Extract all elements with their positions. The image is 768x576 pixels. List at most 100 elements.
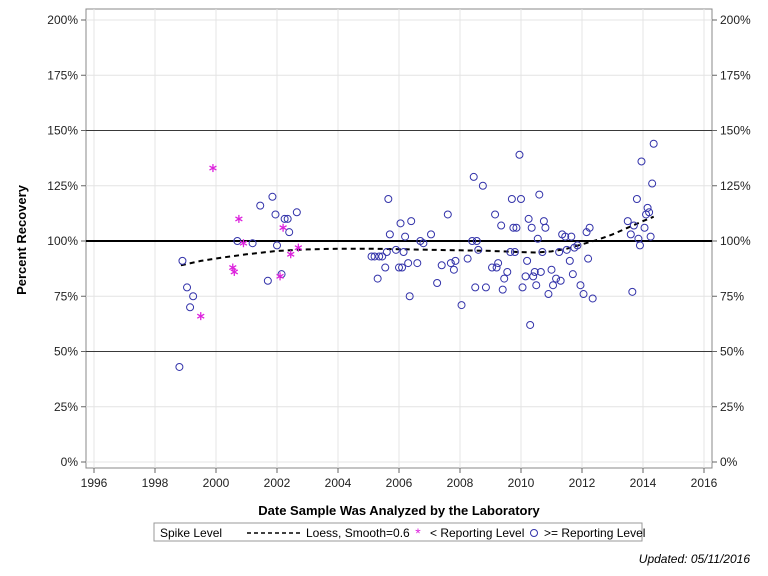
data-point-circle <box>584 254 593 263</box>
data-point-circle <box>491 210 500 219</box>
data-point-star <box>276 272 284 281</box>
data-point-circle <box>449 265 458 274</box>
data-point-circle <box>497 221 506 230</box>
data-point-circle <box>396 219 405 228</box>
data-point-circle <box>632 195 641 204</box>
data-point-circle <box>626 230 635 239</box>
y-tick-label-left: 200% <box>47 13 78 27</box>
star-stroke <box>209 165 217 171</box>
y-tick-label-right: 0% <box>720 455 738 469</box>
data-point-star <box>294 243 303 252</box>
data-point-circle <box>468 237 477 245</box>
data-point-circle <box>488 263 497 272</box>
data-point-circle <box>178 256 187 265</box>
x-tick-label: 2010 <box>508 476 535 490</box>
data-point-circle <box>547 265 556 274</box>
data-point-circle <box>579 290 588 299</box>
legend-entry-loess: Loess, Smooth=0.6 <box>306 526 410 540</box>
data-point-circle <box>375 252 384 261</box>
data-point-circle <box>443 210 452 219</box>
legend-circle-swatch <box>530 529 538 537</box>
data-point-circle <box>521 272 530 281</box>
data-point-circle <box>481 283 490 292</box>
data-point-circle <box>518 283 527 292</box>
x-tick-label: 2012 <box>569 476 596 490</box>
y-tick-label-left: 25% <box>54 400 78 414</box>
data-point-circle <box>648 179 657 188</box>
data-point-circle <box>509 223 518 232</box>
x-tick-label: 1998 <box>142 476 169 490</box>
loess-curve <box>180 215 655 267</box>
data-point-circle <box>404 259 413 268</box>
data-point-circle <box>407 217 416 226</box>
data-point-star <box>209 164 217 173</box>
data-point-circle <box>561 232 570 241</box>
legend-entry-below: < Reporting Level <box>430 526 524 540</box>
loess-line <box>180 215 655 267</box>
data-point-circle <box>640 223 649 232</box>
data-point-circle <box>463 254 472 263</box>
data-point-star <box>235 214 243 223</box>
data-point-circle <box>472 237 481 245</box>
data-point-circle <box>292 208 301 217</box>
data-point-circle <box>268 192 277 201</box>
y-tick-label-right: 175% <box>720 68 751 82</box>
star-stroke <box>196 313 205 319</box>
x-axis: 1996 1998 2000 2002 2004 2006 2008 2010 2012 2014… <box>81 468 718 490</box>
data-point-circle <box>637 157 646 166</box>
x-tick-label: 2016 <box>691 476 718 490</box>
y-tick-label-left: 175% <box>47 68 78 82</box>
data-point-circle <box>398 263 407 272</box>
data-point-circle <box>567 232 576 241</box>
star-stroke <box>276 273 284 279</box>
data-point-star <box>230 267 239 276</box>
data-point-circle <box>370 252 379 261</box>
data-point-circle <box>433 278 442 287</box>
x-tick-label: 2000 <box>203 476 230 490</box>
data-point-circle <box>544 290 553 299</box>
y-tick-label-right: 150% <box>720 124 751 138</box>
y-tick-label-right: 125% <box>720 179 751 193</box>
data-point-circle <box>474 245 483 254</box>
data-point-circle <box>175 362 184 371</box>
data-point-circle <box>585 223 594 232</box>
data-point-circle <box>385 230 394 239</box>
y-tick-label-left: 100% <box>47 234 78 248</box>
data-point-circle <box>549 281 558 290</box>
data-point-circle <box>503 267 512 276</box>
star-stroke <box>235 216 243 222</box>
star-stroke <box>279 225 287 231</box>
data-point-circle <box>649 139 658 148</box>
data-point-circle <box>517 195 525 204</box>
data-point-star <box>279 223 287 232</box>
y-tick-label-right: 200% <box>720 13 751 27</box>
data-point-circle <box>405 292 414 301</box>
data-point-circle <box>381 263 390 272</box>
data-point-circle <box>469 172 478 181</box>
data-point-circle <box>189 292 198 301</box>
data-point-circle <box>573 241 582 250</box>
data-point-circle <box>273 241 281 250</box>
star-stroke <box>228 264 237 271</box>
data-point-circle <box>395 263 403 272</box>
data-point-circle <box>623 217 632 226</box>
y-tick-label-left: 0% <box>61 455 79 469</box>
data-point-star <box>228 263 237 272</box>
data-point-circle <box>541 223 550 232</box>
data-point-circle <box>263 276 272 285</box>
data-point-star <box>239 239 248 248</box>
data-point-circle <box>478 181 487 190</box>
data-point-circle <box>401 232 410 241</box>
legend-entry-above: >= Reporting Level <box>544 526 645 540</box>
data-point-circle <box>500 274 509 283</box>
data-point-circle <box>437 261 446 270</box>
data-point-circle <box>646 232 655 241</box>
data-point-circle <box>186 303 195 312</box>
y-axis-title: Percent Recovery <box>14 184 29 295</box>
x-tick-label: 2006 <box>386 476 413 490</box>
x-tick-label: 2004 <box>325 476 352 490</box>
data-point-circle <box>529 272 538 281</box>
data-point-star <box>286 250 295 259</box>
data-point-circle <box>645 208 654 217</box>
